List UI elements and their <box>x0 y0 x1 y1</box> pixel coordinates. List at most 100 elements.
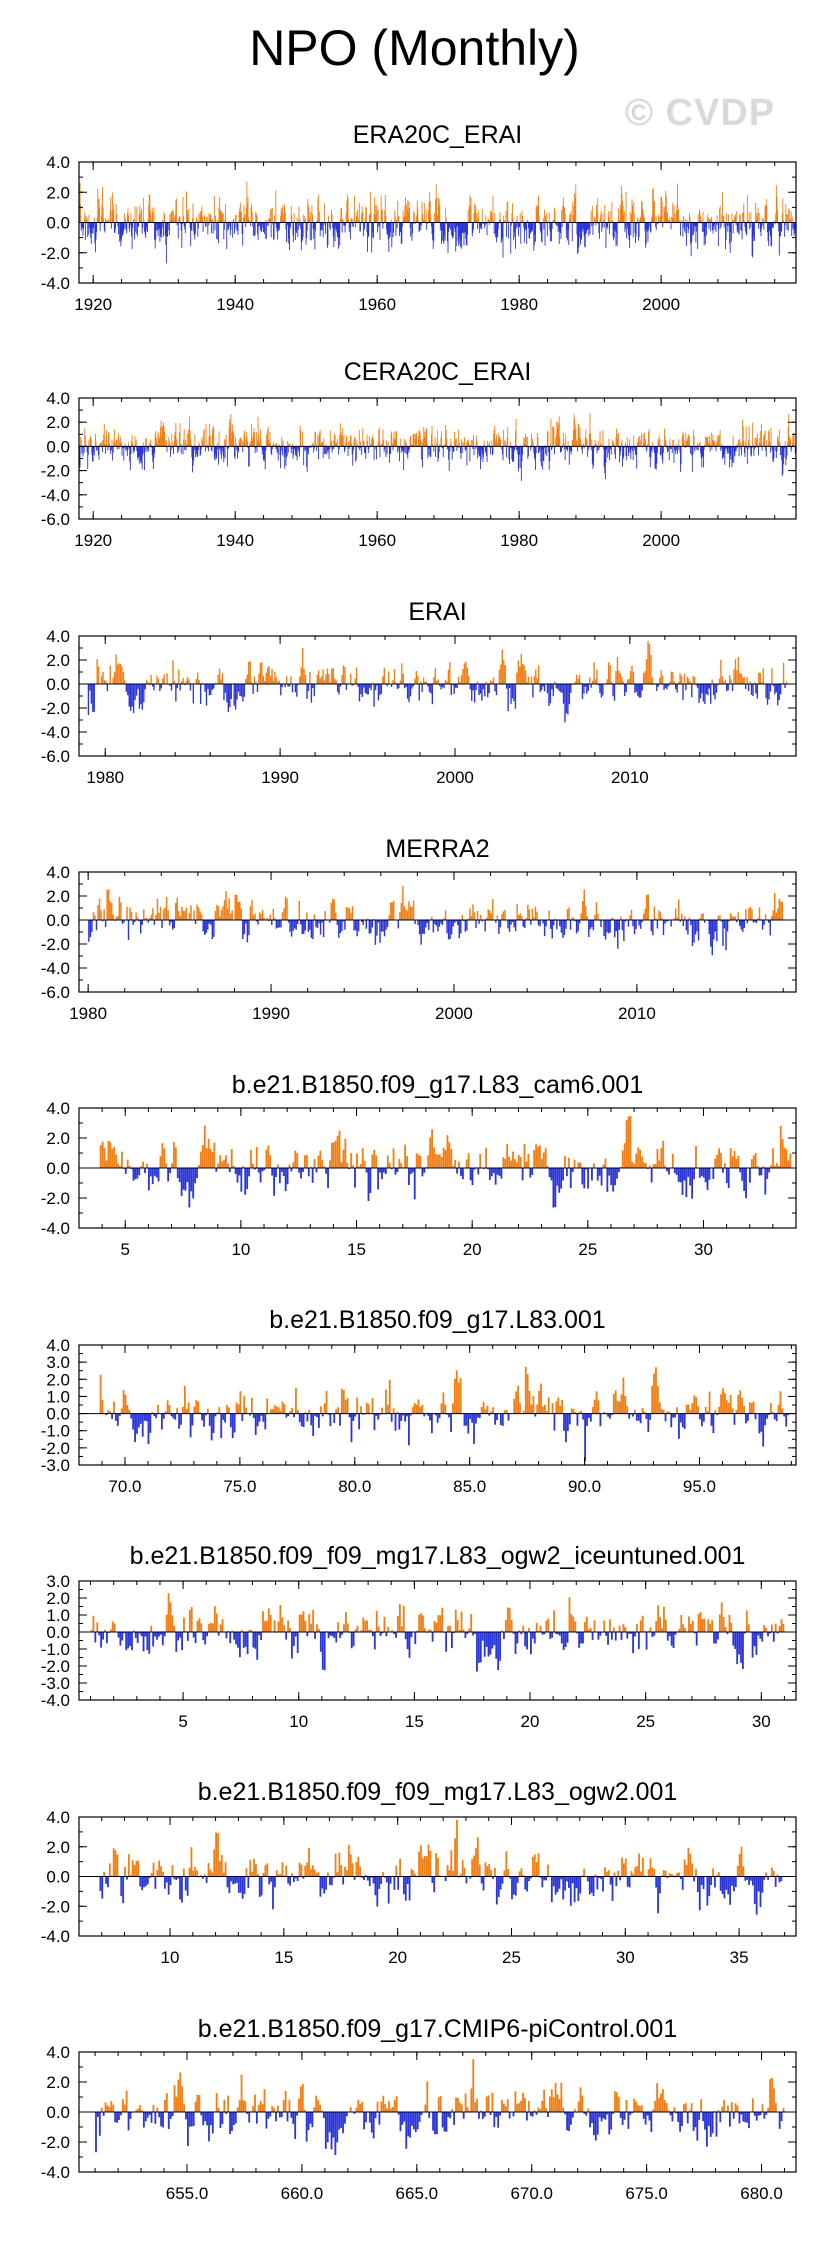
bar <box>413 211 415 223</box>
bar <box>629 212 631 223</box>
bar <box>207 222 209 235</box>
bar <box>712 1168 715 1179</box>
bar <box>468 205 470 223</box>
bar <box>308 1409 311 1414</box>
bar <box>679 446 681 452</box>
bar <box>436 1413 439 1423</box>
bar <box>234 1168 237 1174</box>
bar <box>742 677 744 684</box>
bar <box>528 222 529 229</box>
bar <box>584 222 586 248</box>
bar <box>287 222 289 244</box>
bar <box>151 220 153 223</box>
bar <box>399 222 400 236</box>
bar <box>570 211 572 223</box>
bar <box>492 195 494 223</box>
bar <box>706 437 707 447</box>
bar <box>329 1160 331 1168</box>
bar <box>543 1404 546 1414</box>
bar <box>293 213 295 223</box>
bar <box>568 907 570 920</box>
bar <box>257 1168 260 1173</box>
bar <box>510 222 512 226</box>
bar <box>491 681 493 684</box>
bar <box>589 677 591 684</box>
bar <box>437 215 439 223</box>
y-tick-label: 0.0 <box>46 214 70 233</box>
bar <box>160 1413 163 1430</box>
bar <box>112 446 114 453</box>
bar <box>475 1413 477 1424</box>
bar <box>430 684 432 694</box>
bar <box>510 222 512 254</box>
bar <box>442 222 444 232</box>
bar <box>523 1143 526 1168</box>
bar <box>746 920 749 924</box>
bar <box>297 222 299 230</box>
x-tick-label: 95.0 <box>683 1477 716 1496</box>
bar <box>712 684 715 696</box>
bar <box>638 920 640 926</box>
bar <box>166 1400 169 1414</box>
bar <box>741 1397 744 1414</box>
bar <box>656 446 658 464</box>
bar <box>649 1627 652 1632</box>
bar <box>610 446 612 449</box>
bar <box>381 1168 383 1180</box>
bar <box>760 1168 763 1176</box>
bar <box>362 920 364 925</box>
bar <box>731 916 733 920</box>
bar <box>629 439 631 447</box>
bar <box>232 218 234 223</box>
bar <box>730 446 732 448</box>
bar <box>398 1603 401 1632</box>
bar <box>291 684 294 693</box>
bar <box>333 899 335 920</box>
bar <box>753 682 756 684</box>
bar <box>433 677 435 684</box>
bar <box>107 889 110 920</box>
bar <box>735 1158 738 1168</box>
bar <box>229 1413 232 1428</box>
bar <box>240 1630 243 1632</box>
bar <box>474 203 476 223</box>
bar <box>610 1632 613 1640</box>
bar <box>689 1410 692 1414</box>
bar <box>574 197 576 223</box>
bar <box>173 441 175 447</box>
bar <box>239 207 241 223</box>
bar <box>119 440 121 447</box>
bar <box>234 684 237 710</box>
bar <box>619 1166 622 1168</box>
bar <box>659 215 661 223</box>
bar <box>227 684 230 713</box>
bar <box>377 1168 380 1190</box>
bar <box>110 197 112 223</box>
bar <box>242 442 244 447</box>
bar <box>266 219 268 223</box>
bar <box>536 205 538 223</box>
bar <box>257 222 258 235</box>
bar <box>754 1152 757 1168</box>
bar <box>623 446 625 448</box>
bar <box>624 920 627 922</box>
bar <box>128 442 129 447</box>
bar <box>683 439 685 447</box>
bar <box>137 446 139 461</box>
bar <box>132 1630 135 1632</box>
bar <box>154 222 156 249</box>
bar <box>101 204 103 223</box>
bar <box>135 439 137 447</box>
bar <box>768 222 770 230</box>
bar <box>149 443 151 447</box>
bar <box>481 920 483 922</box>
bar <box>585 906 587 920</box>
bar <box>419 432 421 447</box>
bar <box>336 444 338 447</box>
bar <box>83 222 85 230</box>
bar <box>651 677 654 684</box>
bar <box>604 205 606 223</box>
bar <box>180 1413 182 1425</box>
bar <box>183 429 185 447</box>
bar <box>621 439 623 447</box>
